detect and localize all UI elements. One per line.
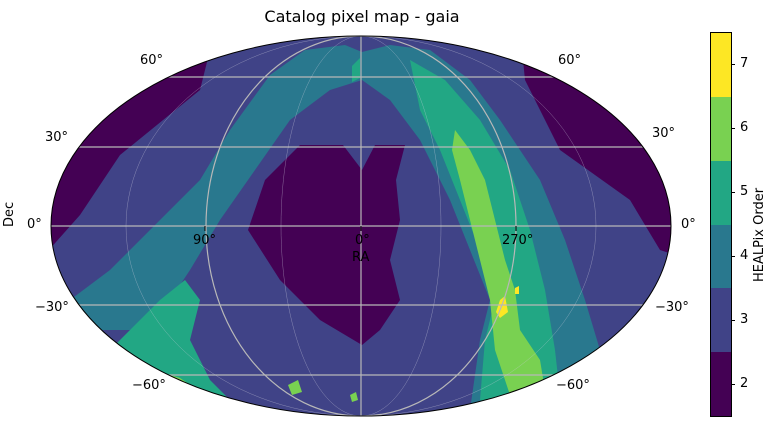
colorbar-label-5: 5: [740, 184, 749, 199]
colorbar-label-3: 3: [740, 312, 749, 327]
ytick-right-m30: −30°: [655, 300, 689, 315]
colorbar-segment-3: [711, 288, 731, 353]
colorbar-tick: [731, 256, 735, 257]
xtick-0: 0°: [355, 233, 370, 248]
colorbar-label-7: 7: [740, 56, 749, 71]
colorbar-segment-4: [711, 224, 731, 289]
ytick-left-0: 0°: [27, 217, 42, 232]
colorbar-segment-2: [711, 352, 731, 416]
y-axis-label: Dec: [2, 201, 17, 227]
colorbar-segment-6: [711, 96, 731, 161]
ytick-left-m60: −60°: [132, 378, 166, 393]
colorbar-label-6: 6: [740, 120, 749, 135]
colorbar-tick: [731, 320, 735, 321]
colorbar-tick: [731, 64, 735, 65]
sky-map: [50, 35, 672, 417]
colorbar-tick: [731, 192, 735, 193]
colorbar-segment-7: [711, 33, 731, 97]
ytick-left-m30: −30°: [35, 300, 69, 315]
ytick-right-m60: −60°: [556, 378, 590, 393]
colorbar-segment-5: [711, 160, 731, 225]
ytick-left-60: 60°: [140, 53, 164, 68]
colorbar-tick: [731, 128, 735, 129]
colorbar-title: HEALPix Order: [752, 187, 767, 282]
ytick-left-30: 30°: [45, 130, 69, 145]
colorbar: [710, 32, 732, 417]
ytick-right-0: 0°: [681, 217, 696, 232]
ytick-right-30: 30°: [652, 126, 676, 141]
x-axis-label: RA: [352, 250, 370, 265]
colorbar-tick: [731, 384, 735, 385]
chart-title: Catalog pixel map - gaia: [264, 7, 460, 26]
colorbar-label-2: 2: [740, 376, 749, 391]
colorbar-label-4: 4: [740, 248, 749, 263]
ytick-right-60: 60°: [558, 53, 582, 68]
xtick-90: 90°: [193, 233, 217, 248]
xtick-270: 270°: [502, 233, 534, 248]
